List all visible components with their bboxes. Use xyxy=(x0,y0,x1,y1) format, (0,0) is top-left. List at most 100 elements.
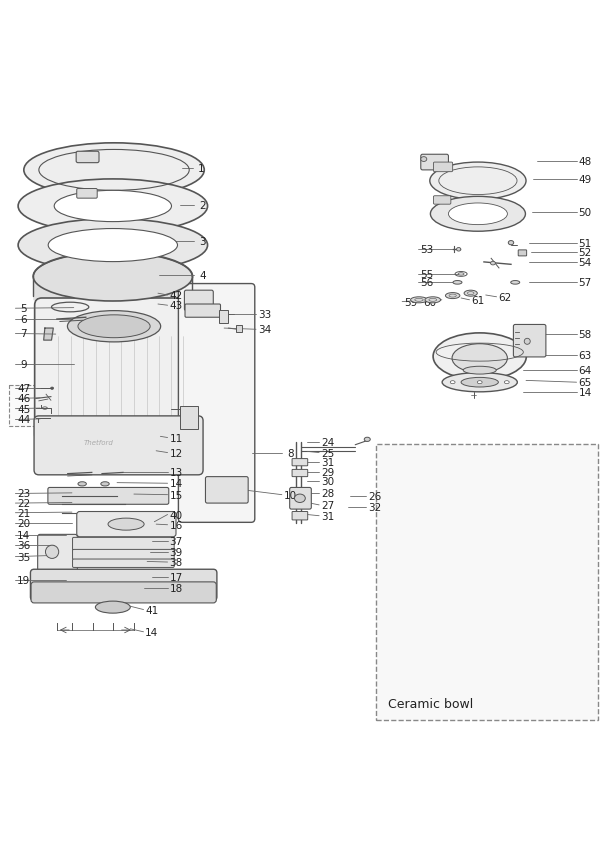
Text: 37: 37 xyxy=(169,537,183,546)
Ellipse shape xyxy=(442,373,517,393)
Ellipse shape xyxy=(425,297,441,303)
FancyBboxPatch shape xyxy=(185,305,220,318)
Ellipse shape xyxy=(364,438,370,442)
Text: 18: 18 xyxy=(169,584,183,593)
Ellipse shape xyxy=(452,344,507,373)
FancyBboxPatch shape xyxy=(421,155,449,170)
Ellipse shape xyxy=(456,248,461,252)
Ellipse shape xyxy=(453,281,462,285)
FancyBboxPatch shape xyxy=(73,560,174,567)
Text: 63: 63 xyxy=(578,350,592,360)
Text: 32: 32 xyxy=(368,502,381,512)
FancyBboxPatch shape xyxy=(76,189,97,199)
Text: 3: 3 xyxy=(199,237,206,246)
Text: 39: 39 xyxy=(169,547,183,557)
Ellipse shape xyxy=(54,191,172,222)
Text: 14: 14 xyxy=(17,530,30,540)
Ellipse shape xyxy=(477,381,482,384)
FancyBboxPatch shape xyxy=(178,285,255,523)
Text: 4: 4 xyxy=(199,271,206,281)
FancyBboxPatch shape xyxy=(292,512,308,521)
Text: 30: 30 xyxy=(321,477,334,486)
Text: 20: 20 xyxy=(17,518,30,528)
Text: 58: 58 xyxy=(578,330,592,340)
Text: 53: 53 xyxy=(420,245,433,255)
FancyBboxPatch shape xyxy=(514,325,546,358)
Ellipse shape xyxy=(95,602,131,613)
Text: 64: 64 xyxy=(578,366,592,376)
FancyBboxPatch shape xyxy=(219,311,228,324)
Text: 45: 45 xyxy=(17,404,30,414)
FancyBboxPatch shape xyxy=(290,488,311,509)
Text: 42: 42 xyxy=(169,291,183,301)
FancyBboxPatch shape xyxy=(76,152,99,164)
FancyBboxPatch shape xyxy=(180,406,198,429)
Text: 29: 29 xyxy=(321,467,334,477)
Ellipse shape xyxy=(67,311,161,343)
Text: 21: 21 xyxy=(17,508,30,518)
Ellipse shape xyxy=(449,204,507,225)
Ellipse shape xyxy=(24,144,205,198)
Ellipse shape xyxy=(108,519,144,531)
Ellipse shape xyxy=(504,381,509,384)
Text: 51: 51 xyxy=(578,239,592,249)
Ellipse shape xyxy=(410,297,427,303)
Text: 8: 8 xyxy=(287,448,294,458)
FancyBboxPatch shape xyxy=(30,570,217,601)
Text: 34: 34 xyxy=(258,325,271,335)
Ellipse shape xyxy=(458,273,464,276)
Text: 41: 41 xyxy=(145,605,158,615)
Text: 48: 48 xyxy=(578,157,592,167)
Text: 33: 33 xyxy=(258,310,271,320)
Bar xyxy=(376,444,599,720)
Text: 54: 54 xyxy=(578,257,592,268)
Text: 7: 7 xyxy=(21,329,27,339)
Ellipse shape xyxy=(78,315,150,338)
Ellipse shape xyxy=(446,293,460,299)
Ellipse shape xyxy=(33,252,192,302)
FancyBboxPatch shape xyxy=(292,459,308,466)
Text: 15: 15 xyxy=(169,490,183,500)
Text: 31: 31 xyxy=(321,511,334,521)
Ellipse shape xyxy=(461,378,498,388)
Text: 11: 11 xyxy=(169,433,183,443)
Text: 47: 47 xyxy=(17,383,30,394)
Ellipse shape xyxy=(18,219,208,272)
Text: 36: 36 xyxy=(17,540,30,550)
Text: 52: 52 xyxy=(578,248,592,258)
FancyBboxPatch shape xyxy=(185,291,213,311)
Text: 24: 24 xyxy=(321,438,334,448)
Ellipse shape xyxy=(463,367,497,375)
FancyBboxPatch shape xyxy=(292,469,308,477)
Text: 60: 60 xyxy=(423,297,436,308)
Text: 62: 62 xyxy=(498,292,512,302)
Text: 16: 16 xyxy=(169,520,183,530)
Ellipse shape xyxy=(78,482,86,486)
Text: 13: 13 xyxy=(169,468,183,478)
Text: 14: 14 xyxy=(169,479,183,489)
Ellipse shape xyxy=(524,339,531,345)
Text: 57: 57 xyxy=(578,278,592,288)
FancyBboxPatch shape xyxy=(433,197,451,205)
Text: 38: 38 xyxy=(169,557,183,567)
Text: 49: 49 xyxy=(578,175,592,185)
Ellipse shape xyxy=(294,494,305,503)
FancyBboxPatch shape xyxy=(236,325,242,333)
Text: 14: 14 xyxy=(578,388,592,398)
Ellipse shape xyxy=(490,262,495,266)
Ellipse shape xyxy=(508,241,514,245)
Ellipse shape xyxy=(510,281,520,285)
Text: 40: 40 xyxy=(169,509,183,520)
Text: 65: 65 xyxy=(578,377,592,388)
Text: 27: 27 xyxy=(321,500,334,510)
Ellipse shape xyxy=(48,229,177,262)
Ellipse shape xyxy=(18,180,208,233)
Text: 44: 44 xyxy=(17,415,30,425)
Text: 9: 9 xyxy=(21,360,27,370)
FancyBboxPatch shape xyxy=(205,477,248,504)
Ellipse shape xyxy=(464,291,477,296)
Text: 50: 50 xyxy=(578,208,592,218)
Ellipse shape xyxy=(450,381,455,384)
FancyBboxPatch shape xyxy=(518,250,527,256)
Text: 23: 23 xyxy=(17,489,30,499)
